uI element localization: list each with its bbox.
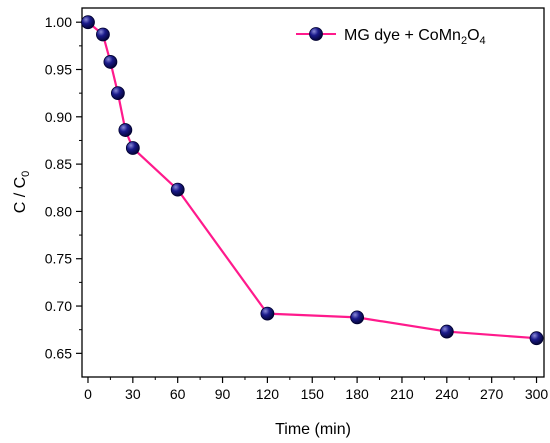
data-point [125,141,140,155]
data-point [118,123,133,137]
data-point [110,86,125,101]
y-axis-ticks: 0.65 0.70 0.75 0.80 0.85 0.90 0.95 1.00 [45,14,82,361]
x-tick-label: 300 [525,386,549,402]
y-tick-label: 0.75 [45,251,72,267]
x-tick-label: 210 [390,386,414,402]
data-point [529,331,544,346]
y-tick-label: 0.80 [45,203,72,219]
legend-label-subscript: 2 [461,35,467,47]
legend-label-subscript: 4 [480,35,486,47]
x-tick-label: 60 [170,386,186,402]
data-point [81,15,95,30]
legend-label: MG dye + CoMn2O4 [344,27,486,47]
x-axis-label: Time (min) [275,421,351,438]
x-axis-ticks: 0 30 60 90 120 150 180 210 240 270 300 [84,377,548,402]
x-tick-label: 90 [215,386,231,402]
data-point [96,27,110,42]
data-point [260,306,275,321]
y-axis-label-subscript: 0 [20,171,32,177]
data-point [103,55,118,69]
x-tick-label: 0 [84,386,92,402]
x-tick-label: 30 [125,386,141,402]
data-point [170,182,185,197]
legend-label-part: MG dye + CoMn [344,27,461,44]
series-markers [81,15,544,346]
y-tick-label: 0.90 [45,109,72,125]
y-tick-label: 0.70 [45,298,72,314]
x-tick-label: 240 [435,386,459,402]
y-axis-label: C / C0 [12,171,32,214]
x-tick-label: 150 [301,386,325,402]
x-tick-label: 270 [480,386,504,402]
y-tick-label: 0.65 [45,345,72,361]
x-tick-label: 180 [345,386,369,402]
x-tick-label: 120 [256,386,280,402]
plot-area [81,7,545,378]
y-tick-label: 0.85 [45,156,72,172]
legend-marker-sample [309,27,323,41]
data-point [439,324,454,339]
y-tick-label: 1.00 [45,14,72,30]
data-point [350,310,365,325]
y-axis-label-main: C / C [12,177,29,213]
legend-label-part: O [467,27,479,44]
y-tick-label: 0.95 [45,62,72,78]
legend: MG dye + CoMn2O4 [296,27,486,47]
